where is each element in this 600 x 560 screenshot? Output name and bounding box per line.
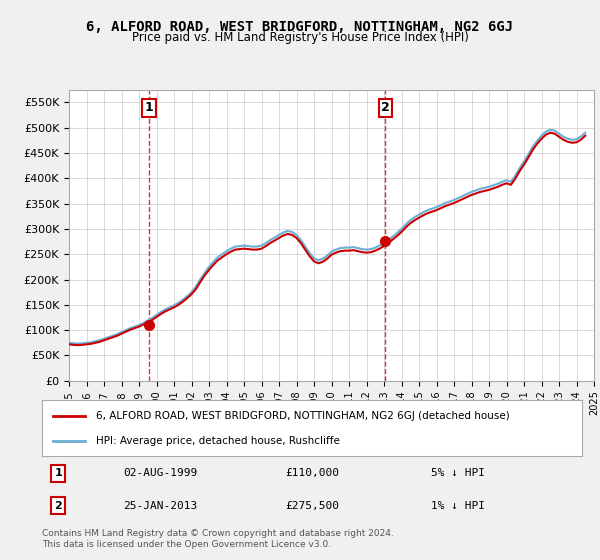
Text: £110,000: £110,000 [285,468,339,478]
Text: 02-AUG-1999: 02-AUG-1999 [123,468,197,478]
Text: Contains HM Land Registry data © Crown copyright and database right 2024.: Contains HM Land Registry data © Crown c… [42,529,394,538]
Text: 1% ↓ HPI: 1% ↓ HPI [431,501,485,511]
Text: 1: 1 [145,101,154,114]
Text: 6, ALFORD ROAD, WEST BRIDGFORD, NOTTINGHAM, NG2 6GJ (detached house): 6, ALFORD ROAD, WEST BRIDGFORD, NOTTINGH… [96,411,510,421]
Text: 6, ALFORD ROAD, WEST BRIDGFORD, NOTTINGHAM, NG2 6GJ: 6, ALFORD ROAD, WEST BRIDGFORD, NOTTINGH… [86,20,514,34]
Text: 1: 1 [55,468,62,478]
Text: Price paid vs. HM Land Registry's House Price Index (HPI): Price paid vs. HM Land Registry's House … [131,31,469,44]
Text: 2: 2 [55,501,62,511]
Text: 25-JAN-2013: 25-JAN-2013 [123,501,197,511]
Text: £275,500: £275,500 [285,501,339,511]
Text: This data is licensed under the Open Government Licence v3.0.: This data is licensed under the Open Gov… [42,540,331,549]
Text: 2: 2 [381,101,390,114]
Text: HPI: Average price, detached house, Rushcliffe: HPI: Average price, detached house, Rush… [96,436,340,446]
Text: 5% ↓ HPI: 5% ↓ HPI [431,468,485,478]
